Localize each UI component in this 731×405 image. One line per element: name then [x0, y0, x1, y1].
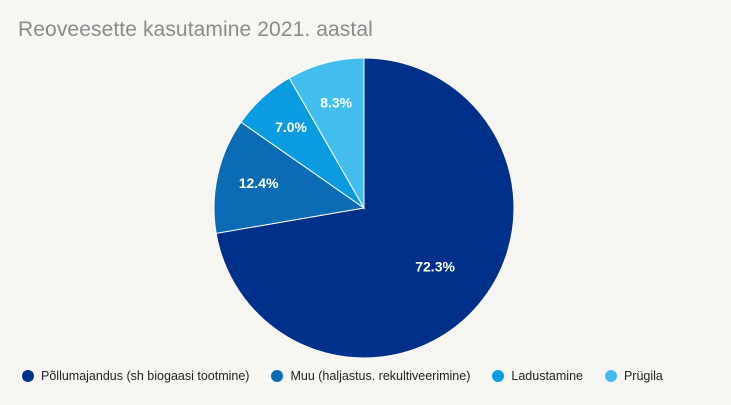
legend-label: Prügila — [623, 369, 663, 383]
chart-title: Reoveesette kasutamine 2021. aastal — [18, 18, 373, 41]
pie-slice-1[interactable] — [213, 121, 366, 234]
pie-data-label-1: 12.4% — [239, 175, 279, 191]
pie-slice-3[interactable] — [288, 57, 365, 210]
legend-swatch — [271, 370, 284, 382]
legend-label: Ladustamine — [511, 369, 583, 383]
pie-data-label-2: 7.0% — [275, 119, 307, 135]
legend-item-prugila[interactable]: Prügila — [604, 369, 663, 383]
legend-label: Muu (haljastus. rekultiveerimine) — [290, 369, 471, 383]
pie-data-label-3: 8.3% — [320, 94, 352, 110]
legend: Põllumajandus (sh biogaasi tootmine) Muu… — [22, 369, 663, 383]
legend-label: Põllumajandus (sh biogaasi tootmine) — [41, 369, 250, 383]
legend-swatch — [604, 370, 617, 382]
legend-swatch — [492, 370, 505, 382]
pie-slice-0[interactable] — [215, 57, 515, 359]
legend-item-muu[interactable]: Muu (haljastus. rekultiveerimine) — [271, 369, 470, 383]
legend-swatch — [22, 370, 34, 382]
legend-item-ladustamine[interactable]: Ladustamine — [492, 369, 583, 383]
pie-chart: 72.3% 12.4% 7.0% 8.3% — [213, 57, 515, 359]
pie-data-label-0: 72.3% — [415, 259, 455, 275]
legend-item-pollumajandus[interactable]: Põllumajandus (sh biogaasi tootmine) — [22, 369, 249, 383]
